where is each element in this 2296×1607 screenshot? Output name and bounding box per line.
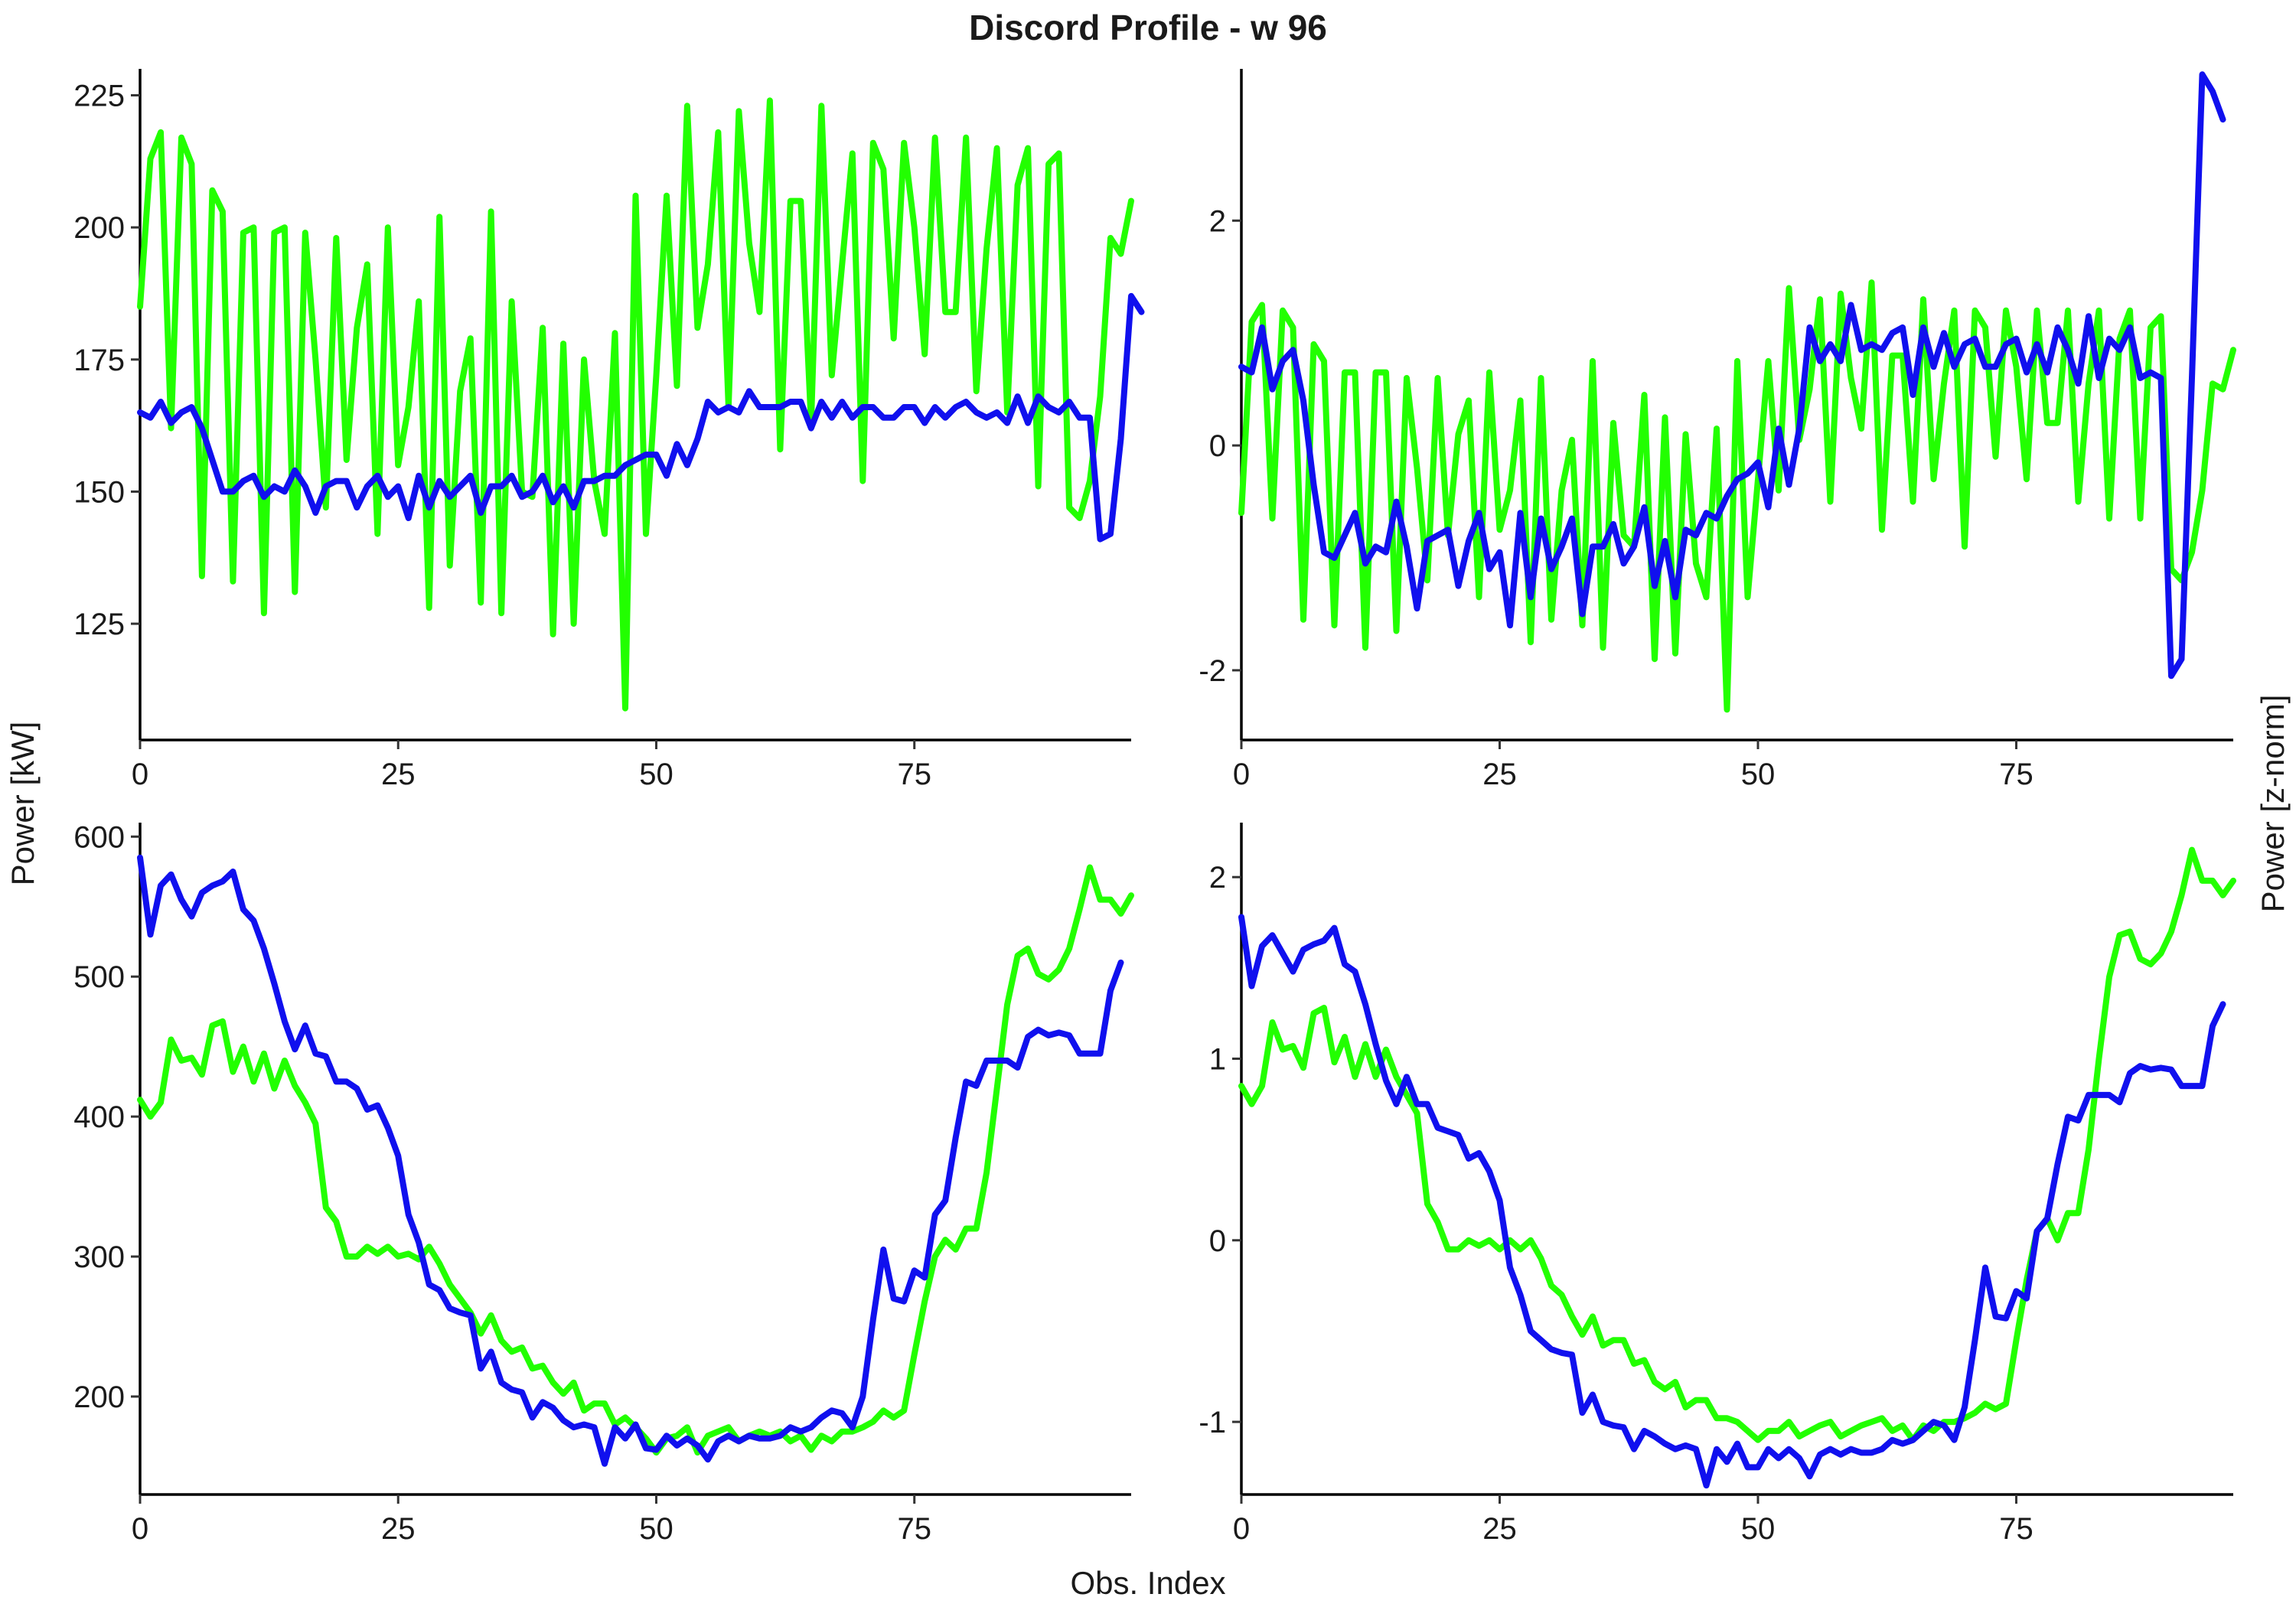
y-axis-title-right: Power [z-norm] (2255, 695, 2291, 913)
series-line-green (1238, 279, 2236, 713)
panel-bottom-left: 0 25 50 75 200 300 400 500 600 (73, 820, 1134, 1546)
y-tick-label: 125 (73, 608, 125, 641)
panel-top-right: 0 25 50 75 -2 0 2 (1199, 69, 2236, 791)
x-tick-label: 25 (1482, 758, 1517, 791)
x-tick-label: 0 (1233, 1512, 1250, 1546)
x-tick-label: 75 (1999, 1512, 2033, 1546)
y-tick-label: 600 (73, 820, 125, 854)
panel-top-left: 0 25 50 75 125 150 175 200 225 (73, 69, 1145, 791)
x-tick-label: 25 (381, 758, 416, 791)
y-tick-label: 200 (73, 1380, 125, 1414)
x-tick-label: 0 (132, 1512, 148, 1546)
x-tick-label: 25 (381, 1512, 416, 1546)
x-tick-label: 75 (897, 1512, 931, 1546)
y-axis-title-left: Power [kW] (5, 722, 41, 886)
x-tick-label: 0 (132, 758, 148, 791)
y-tick-label: 200 (73, 211, 125, 245)
x-tick-label: 75 (1999, 758, 2033, 791)
x-tick-label: 50 (639, 1512, 673, 1546)
x-tick-label: 50 (1741, 1512, 1776, 1546)
y-tick-label: 0 (1209, 429, 1226, 463)
y-tick-label: 2 (1209, 204, 1226, 238)
y-tick-label: -2 (1199, 654, 1226, 688)
series-line-blue (137, 292, 1145, 543)
y-tick-label: 175 (73, 344, 125, 377)
x-axis-title: Obs. Index (1070, 1565, 1225, 1601)
y-tick-label: 150 (73, 475, 125, 509)
y-tick-label: 225 (73, 80, 125, 113)
series-line-blue (1238, 914, 2226, 1489)
x-tick-label: 25 (1482, 1512, 1517, 1546)
y-tick-label: 400 (73, 1100, 125, 1134)
series-line-blue (137, 854, 1124, 1467)
y-tick-label: 500 (73, 960, 125, 994)
figure-title: Discord Profile - w 96 (969, 8, 1327, 47)
y-tick-label: 300 (73, 1240, 125, 1274)
x-tick-label: 0 (1233, 758, 1250, 791)
y-tick-label: 2 (1209, 861, 1226, 895)
x-tick-label: 75 (897, 758, 931, 791)
y-tick-label: -1 (1199, 1406, 1226, 1439)
y-tick-label: 1 (1209, 1042, 1226, 1076)
x-tick-label: 50 (1741, 758, 1776, 791)
x-tick-label: 50 (639, 758, 673, 791)
y-tick-label: 0 (1209, 1224, 1226, 1258)
panel-bottom-right: 0 25 50 75 -1 0 1 2 (1199, 823, 2236, 1546)
series-line-green (137, 97, 1134, 712)
series-line-green (1238, 846, 2236, 1443)
series-line-blue (1238, 71, 2226, 680)
